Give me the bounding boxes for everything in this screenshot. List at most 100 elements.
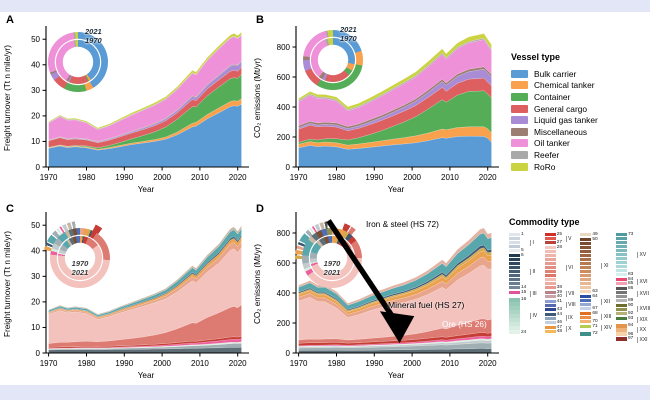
commodity-swatch [544, 316, 556, 321]
svg-text:40: 40 [31, 61, 40, 70]
svg-text:10: 10 [31, 323, 40, 332]
vessel-legend-items: Bulk carrier Chemical tanker Container Gene… [511, 68, 649, 172]
vessel-legend-item: RoRo [511, 161, 649, 173]
panel-b-letter: B [256, 14, 264, 26]
svg-text:CO₂ emissions (Mt/yr): CO₂ emissions (Mt/yr) [253, 244, 262, 324]
commodity-swatch [544, 325, 556, 330]
svg-text:10: 10 [31, 137, 40, 146]
area-B-roro [298, 33, 492, 110]
vessel-legend-swatch [511, 81, 528, 90]
vessel-legend-label: Reefer [534, 149, 560, 160]
commodity-section-roman: XVI [637, 278, 650, 285]
commodity-swatch [616, 316, 628, 321]
svg-text:2020: 2020 [479, 359, 497, 368]
svg-text:30: 30 [31, 272, 40, 281]
commodity-swatch [616, 294, 628, 299]
commodity-legend-column: 25 27 V 28 38 VI 39 40 VII 41 43 VIII 44 46 IX 47 48 X [544, 232, 579, 343]
commodity-section-roman: XVII [637, 287, 650, 302]
commodity-swatch [509, 244, 520, 249]
commodity-chapter-numbers: 68 70 [592, 310, 598, 325]
svg-text:2010: 2010 [191, 173, 209, 182]
commodity-chapter-numbers: 47 48 [556, 324, 563, 335]
commodity-legend-group: 41 43 VIII [544, 299, 579, 312]
commodity-swatch [544, 253, 556, 258]
commodity-section-roman: XIX [637, 316, 650, 323]
svg-text:2000: 2000 [403, 359, 421, 368]
commodity-legend-group: 16 24 IV [509, 297, 543, 335]
commodity-swatch [509, 265, 520, 270]
commodity-swatch [544, 294, 556, 299]
commodity-chapter-numbers: 86 89 [628, 285, 634, 304]
commodity-swatch [509, 253, 520, 258]
svg-text:200: 200 [277, 133, 291, 142]
commodity-chapter-numbers: 64 67 [592, 293, 598, 312]
svg-text:20: 20 [31, 298, 40, 307]
commodity-legend-group: 15 III [509, 290, 543, 297]
commodity-section-roman: X [565, 326, 579, 333]
svg-text:Year: Year [138, 371, 155, 380]
commodity-swatch [616, 256, 628, 261]
area-D-other-11 [298, 227, 492, 306]
commodity-swatch [509, 326, 520, 330]
svg-text:2020: 2020 [479, 173, 497, 182]
commodity-swatch [616, 303, 628, 308]
commodity-chapter-numbers: 94 96 [628, 323, 634, 337]
commodity-swatch-stack [509, 233, 520, 253]
vessel-legend-item: Reefer [511, 149, 649, 161]
svg-text:2000: 2000 [153, 173, 171, 182]
commodity-swatch [616, 252, 628, 257]
commodity-swatch [509, 290, 520, 295]
commodity-swatch [509, 318, 520, 322]
commodity-swatch [616, 311, 628, 316]
vessel-legend-label: Oil tanker [534, 138, 570, 149]
svg-text:2010: 2010 [441, 173, 459, 182]
commodity-section-roman: II [530, 254, 543, 289]
commodity-swatch [616, 264, 628, 269]
commodity-swatch [580, 277, 592, 282]
panel-d-co2-by-commodity: 0 200 400 600 800 1970 1980 1990 2000 2010 2020 Yea… [250, 201, 505, 397]
commodity-swatch [544, 236, 556, 241]
svg-text:2000: 2000 [153, 359, 171, 368]
commodity-swatch [509, 330, 520, 334]
commodity-legend-group: 93 XIX [616, 316, 650, 323]
commodity-swatch [544, 303, 556, 308]
commodity-swatch [616, 328, 628, 332]
commodity-swatch [544, 312, 556, 317]
commodity-swatch [616, 324, 628, 328]
commodity-swatch [544, 240, 556, 245]
svg-text:1980: 1980 [78, 359, 96, 368]
commodity-legend-group: 90 92 XVIII [616, 303, 650, 316]
commodity-swatch [509, 285, 520, 290]
bottom-band [0, 385, 650, 400]
commodity-swatch-stack [616, 324, 628, 336]
commodity-chapter-numbers: 73 83 [628, 232, 634, 278]
commodity-swatch-stack [544, 245, 556, 290]
commodity-swatch [580, 289, 592, 294]
svg-text:CO₂ emissions (Mt/yr): CO₂ emissions (Mt/yr) [253, 58, 262, 138]
commodity-legend-columns: 1 5 I 6 14 II 15 III 16 24 IV 25 27 V 28 38 VI 39 40 VII 41 4… [509, 232, 650, 344]
commodity-chapter-numbers: 72 [592, 331, 598, 337]
commodity-swatch [544, 257, 556, 262]
svg-text:Year: Year [138, 185, 155, 194]
svg-text:2020: 2020 [229, 359, 247, 368]
commodity-swatch [580, 324, 592, 329]
commodity-swatch [580, 257, 592, 262]
iron-steel-arrow [326, 219, 415, 344]
commodity-swatch [509, 298, 520, 302]
commodity-swatch [544, 269, 556, 274]
vessel-legend-label: Container [534, 91, 571, 102]
commodity-type-legend: Commodity type 1 5 I 6 14 II 15 III 16 24 IV 25 27 V 2… [509, 217, 650, 344]
svg-text:1980: 1980 [328, 359, 346, 368]
commodity-swatch [580, 319, 592, 324]
commodity-swatch-stack [616, 277, 628, 286]
commodity-swatch [616, 272, 628, 277]
vessel-legend-swatch [511, 104, 528, 113]
commodity-swatch [616, 298, 628, 303]
vessel-legend-label: General cargo [534, 103, 588, 114]
commodity-swatch [544, 320, 556, 325]
commodity-swatch [509, 236, 520, 241]
commodity-swatch [509, 248, 520, 253]
svg-text:1970: 1970 [290, 173, 308, 182]
commodity-swatch-stack [544, 312, 556, 325]
svg-text:1990: 1990 [115, 173, 133, 182]
